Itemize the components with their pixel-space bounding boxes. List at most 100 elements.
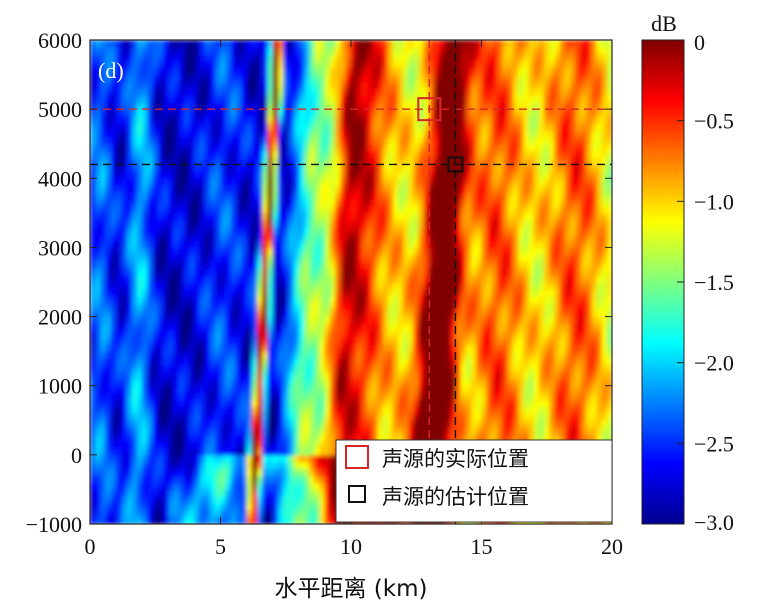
heatmap-cell	[173, 116, 180, 124]
heatmap-cell	[371, 261, 378, 269]
heatmap-cell	[444, 392, 451, 401]
heatmap-cell	[387, 427, 394, 435]
heatmap-cell	[361, 67, 368, 76]
heatmap-cell	[246, 371, 253, 380]
heatmap-cell	[189, 60, 195, 69]
heatmap-cell	[309, 143, 316, 152]
heatmap-cell	[450, 226, 456, 235]
heatmap-cell	[371, 129, 378, 138]
heatmap-cell	[204, 358, 211, 366]
heatmap-cell	[450, 212, 456, 221]
heatmap-cell	[455, 116, 462, 124]
heatmap-cell	[392, 178, 399, 186]
heatmap-cell	[215, 102, 222, 110]
heatmap-cell	[434, 171, 441, 179]
heatmap-cell	[392, 344, 399, 352]
heatmap-cell	[246, 496, 253, 504]
heatmap-cell	[95, 240, 102, 249]
heatmap-cell	[397, 171, 404, 179]
heatmap-cell	[163, 392, 169, 401]
heatmap-cell	[251, 116, 258, 124]
heatmap-cell	[257, 233, 263, 242]
heatmap-cell	[136, 351, 143, 359]
heatmap-cell	[183, 129, 190, 138]
heatmap-cell	[163, 53, 169, 62]
heatmap-cell	[345, 212, 352, 221]
heatmap-cell	[429, 247, 436, 255]
heatmap-cell	[424, 330, 430, 338]
heatmap-cell	[387, 143, 394, 152]
heatmap-cell	[121, 351, 128, 359]
heatmap-cell	[157, 212, 164, 221]
heatmap-cell	[455, 385, 462, 394]
heatmap-cell	[230, 81, 237, 89]
heatmap-cell	[314, 364, 321, 373]
heatmap-cell	[324, 81, 331, 89]
heatmap-cell	[309, 268, 316, 276]
heatmap-cell	[283, 122, 289, 131]
heatmap-cell	[189, 164, 195, 172]
heatmap-cell	[356, 122, 363, 131]
heatmap-cell	[371, 364, 378, 373]
heatmap-cell	[314, 178, 321, 186]
heatmap-cell	[444, 351, 451, 359]
heatmap-cell	[371, 40, 378, 48]
heatmap-cell	[131, 116, 138, 124]
heatmap-cell	[288, 378, 295, 387]
heatmap-cell	[304, 199, 310, 207]
heatmap-cell	[319, 385, 326, 394]
heatmap-cell	[397, 219, 404, 228]
heatmap-cell	[199, 226, 206, 235]
heatmap-cell	[215, 81, 222, 89]
heatmap-cell	[90, 399, 96, 408]
heatmap-cell	[147, 102, 154, 110]
heatmap-cell	[371, 199, 378, 207]
heatmap-cell	[246, 413, 253, 421]
heatmap-cell	[397, 309, 404, 318]
heatmap-cell	[392, 192, 399, 200]
heatmap-cell	[178, 358, 185, 366]
heatmap-cell	[335, 122, 342, 131]
heatmap-cell	[366, 254, 373, 262]
heatmap-cell	[204, 199, 211, 207]
heatmap-cell	[116, 475, 122, 484]
heatmap-cell	[361, 420, 368, 428]
heatmap-cell	[455, 261, 462, 269]
heatmap-cell	[142, 212, 149, 221]
heatmap-cell	[293, 385, 300, 394]
heatmap-cell	[403, 434, 410, 442]
heatmap-cell	[314, 122, 321, 131]
heatmap-cell	[283, 88, 289, 96]
heatmap-cell	[152, 316, 159, 325]
heatmap-cell	[277, 330, 284, 338]
heatmap-cell	[377, 205, 383, 214]
heatmap-cell	[377, 337, 383, 345]
heatmap-cell	[408, 240, 415, 249]
heatmap-cell	[408, 344, 415, 352]
heatmap-cell	[304, 219, 310, 228]
heatmap-cell	[418, 136, 425, 145]
heatmap-cell	[366, 185, 373, 193]
heatmap-cell	[413, 219, 420, 228]
heatmap-cell	[361, 302, 368, 311]
heatmap-cell	[293, 406, 300, 414]
heatmap-cell	[100, 275, 107, 283]
heatmap-cell	[424, 205, 430, 214]
heatmap-cell	[152, 254, 159, 262]
heatmap-cell	[272, 503, 279, 511]
heatmap-cell	[324, 129, 331, 138]
heatmap-cell	[366, 434, 373, 442]
heatmap-cell	[194, 157, 201, 166]
heatmap-cell	[147, 482, 154, 491]
heatmap-cell	[210, 351, 216, 359]
heatmap-cell	[298, 81, 305, 89]
heatmap-cell	[309, 150, 316, 159]
heatmap-cell	[183, 461, 190, 470]
heatmap-cell	[267, 447, 274, 456]
heatmap-cell	[178, 122, 185, 131]
heatmap-cell	[371, 171, 378, 179]
heatmap-cell	[157, 351, 164, 359]
heatmap-cell	[236, 60, 242, 69]
heatmap-cell	[194, 434, 201, 442]
heatmap-cell	[351, 337, 357, 345]
